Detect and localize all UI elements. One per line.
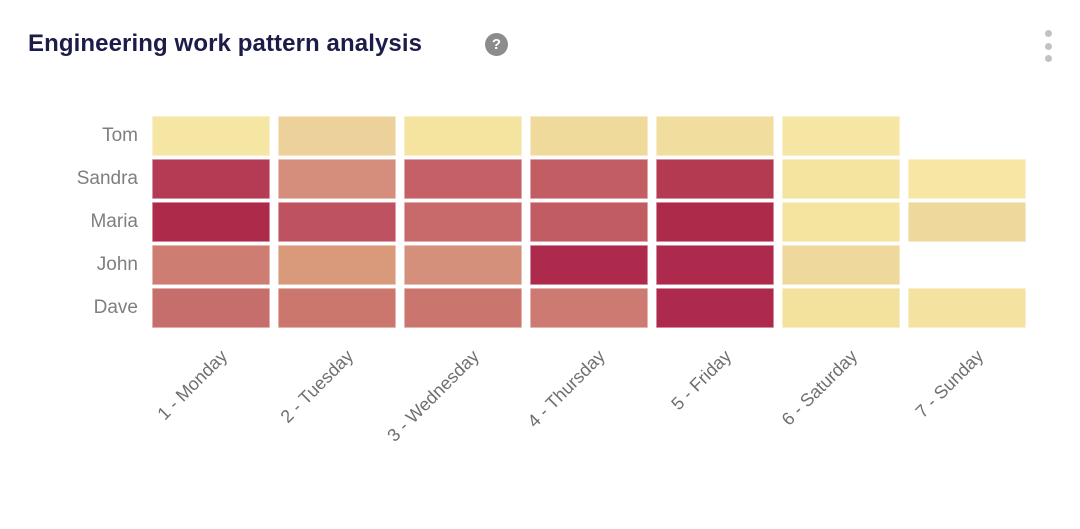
heatmap-cell[interactable]	[782, 288, 900, 328]
heatmap-cell[interactable]	[782, 159, 900, 199]
heatmap-cell[interactable]	[278, 288, 396, 328]
heatmap-cell[interactable]	[530, 202, 648, 242]
heatmap-cell[interactable]	[404, 245, 522, 285]
heatmap-cell[interactable]	[656, 202, 774, 242]
heatmap-cell[interactable]	[908, 159, 1026, 199]
heatmap-cell[interactable]	[530, 288, 648, 328]
heatmap-cell[interactable]	[530, 116, 648, 156]
heatmap-cell[interactable]	[782, 116, 900, 156]
heatmap-cell[interactable]	[656, 116, 774, 156]
x-axis-label: 1 - Monday	[153, 346, 232, 424]
heatmap-cell[interactable]	[152, 245, 270, 285]
heatmap-cell[interactable]	[152, 288, 270, 328]
heatmap-cell[interactable]	[404, 202, 522, 242]
y-axis-label: Sandra	[76, 168, 138, 189]
y-axis-label: John	[96, 254, 138, 275]
y-axis-label: Maria	[90, 211, 138, 232]
x-axis-label: 2 - Tuesday	[276, 346, 358, 427]
heatmap-cell[interactable]	[530, 159, 648, 199]
kebab-dot	[1044, 55, 1052, 62]
heatmap-cell[interactable]	[404, 116, 522, 156]
x-axis-label: 7 - Sunday	[911, 346, 988, 422]
y-axis-label: Dave	[93, 297, 138, 318]
heatmap-cell[interactable]	[908, 288, 1026, 328]
heatmap-cell[interactable]	[656, 245, 774, 285]
heatmap-cell[interactable]	[278, 245, 396, 285]
heatmap-cell[interactable]	[908, 202, 1026, 242]
heatmap-cell[interactable]	[404, 159, 522, 199]
y-axis-label: Tom	[102, 125, 138, 146]
kebab-dot	[1044, 30, 1052, 37]
x-axis-label: 3 - Wednesday	[383, 346, 484, 446]
heatmap-cell[interactable]	[278, 159, 396, 199]
heatmap-cell[interactable]	[152, 202, 270, 242]
heatmap-cell[interactable]	[530, 245, 648, 285]
x-axis-label: 6 - Saturday	[777, 346, 862, 430]
heatmap-cell[interactable]	[656, 288, 774, 328]
heatmap-cell[interactable]	[782, 245, 900, 285]
heatmap-cell[interactable]	[152, 116, 270, 156]
heatmap-cell[interactable]	[782, 202, 900, 242]
help-icon[interactable]: ?	[485, 33, 508, 56]
x-axis-label: 4 - Thursday	[523, 346, 610, 432]
heatmap-cell[interactable]	[656, 159, 774, 199]
x-axis-label: 5 - Friday	[667, 346, 736, 414]
page-title: Engineering work pattern analysis	[28, 30, 423, 57]
kebab-dot	[1044, 42, 1052, 50]
heatmap-cell[interactable]	[404, 288, 522, 328]
heatmap-cell[interactable]	[278, 202, 396, 242]
more-options-button[interactable]	[1041, 30, 1055, 62]
heatmap-cell[interactable]	[278, 116, 396, 156]
heatmap-cell[interactable]	[152, 159, 270, 199]
